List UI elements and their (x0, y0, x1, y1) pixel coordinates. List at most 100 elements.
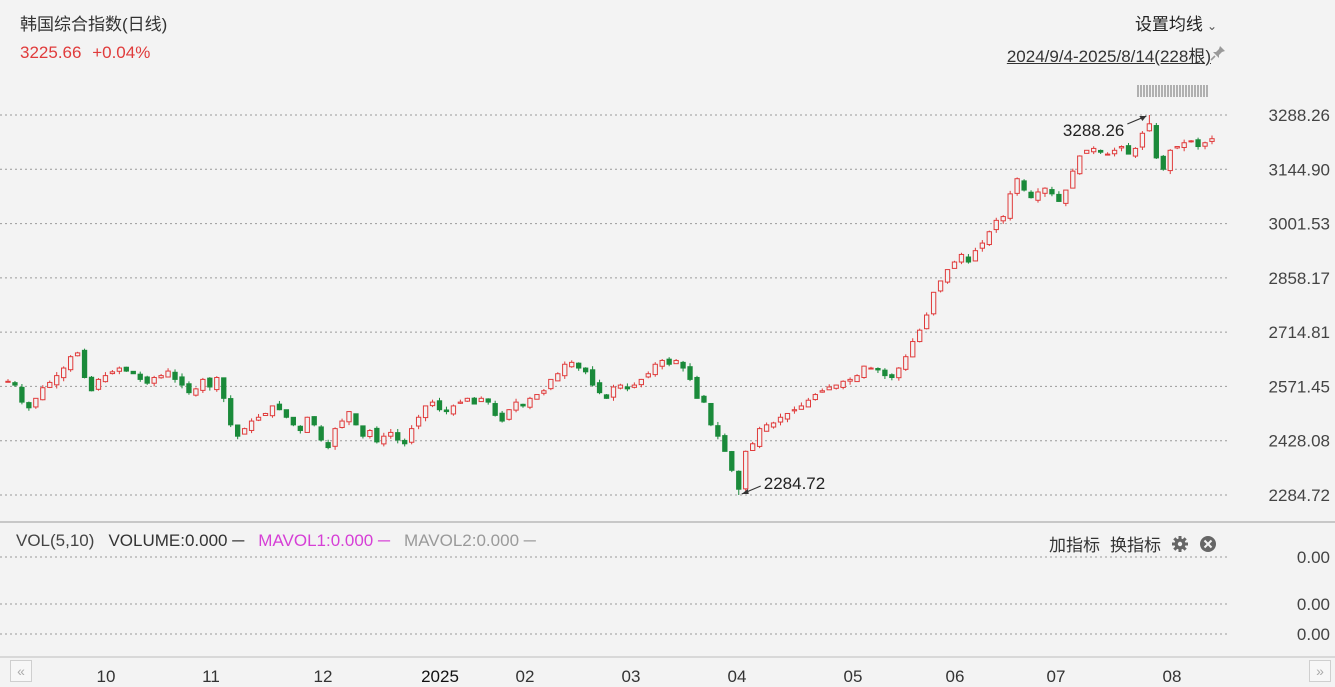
candle (311, 416, 317, 427)
candle (722, 433, 728, 452)
candle (200, 377, 206, 393)
candle (235, 424, 241, 440)
y-tick-label: 3144.90 (1269, 160, 1330, 179)
candle (506, 409, 512, 421)
candle (116, 366, 123, 375)
x-tick-label: 02 (516, 667, 535, 686)
candle (339, 418, 345, 429)
candle (429, 399, 436, 408)
candle (589, 366, 596, 387)
candle (221, 377, 227, 403)
candle (12, 380, 18, 388)
add-indicator-button[interactable]: 加指标 (1049, 536, 1100, 555)
candle (478, 396, 484, 403)
x-tick-label: 11 (202, 667, 220, 686)
candle (1181, 139, 1187, 152)
mini-bar (1182, 85, 1184, 97)
candle (694, 375, 700, 399)
x-tick-label: 06 (946, 667, 965, 686)
candle (276, 400, 283, 411)
mini-bar (1158, 85, 1160, 97)
x-tick-label: 12 (314, 667, 333, 686)
mini-bar (1146, 85, 1148, 97)
candle (1070, 168, 1076, 189)
candle (854, 374, 860, 383)
min-arrowhead (741, 489, 749, 494)
max-value-label: 3288.26 (1063, 121, 1124, 140)
candle (889, 373, 895, 381)
candle (318, 425, 324, 442)
candle (81, 348, 88, 379)
candle (360, 425, 366, 439)
candle (214, 376, 220, 392)
candle (562, 361, 568, 379)
candle (492, 400, 498, 417)
candle (576, 362, 582, 371)
volume-value: VOLUME:0.000 ─ (108, 531, 245, 550)
candle (172, 369, 178, 383)
candle (1063, 189, 1069, 207)
candle (840, 380, 846, 390)
candle (304, 416, 310, 433)
mini-bar (1188, 85, 1190, 97)
candle (1195, 137, 1201, 150)
x-tick-label: 08 (1163, 667, 1182, 686)
candle (297, 425, 303, 434)
candle (736, 470, 742, 495)
candle (283, 409, 290, 419)
price-summary: 3225.66 +0.04% (20, 43, 156, 63)
scroll-left-button[interactable]: « (10, 660, 32, 682)
max-arrowhead (1139, 116, 1147, 121)
candle (102, 372, 109, 383)
candle (290, 416, 296, 427)
candle (1035, 188, 1041, 203)
candle (269, 405, 276, 418)
switch-indicator-button[interactable]: 换指标 (1110, 536, 1161, 555)
candle (680, 360, 686, 372)
candle (1139, 131, 1146, 150)
ma-setting-button[interactable]: 设置均线 ⌄ (1135, 10, 1217, 35)
candle (833, 384, 839, 390)
candle (610, 384, 617, 401)
candle (95, 378, 102, 391)
candle (74, 351, 81, 357)
mini-bar (1179, 85, 1181, 97)
candle (763, 422, 770, 432)
close-icon[interactable] (1199, 535, 1217, 553)
gear-icon[interactable] (1171, 535, 1189, 553)
candle (1167, 149, 1173, 175)
candle (19, 383, 25, 405)
candle (1042, 187, 1048, 197)
mini-bar (1140, 85, 1142, 97)
min-value-label: 2284.72 (764, 474, 825, 493)
candle (937, 280, 944, 293)
x-tick-label: 2025 (421, 667, 459, 686)
candle (54, 372, 60, 389)
candle (241, 427, 248, 435)
candle (819, 388, 825, 393)
mini-bar (1200, 85, 1202, 97)
candle (986, 230, 992, 246)
candle (861, 365, 867, 379)
candle (617, 383, 624, 390)
y-tick-label: 3288.26 (1269, 106, 1330, 125)
candle (548, 378, 554, 391)
candle (582, 367, 589, 375)
candle (951, 260, 958, 269)
scroll-right-button[interactable]: » (1309, 660, 1331, 682)
y-tick-label: 2428.08 (1269, 432, 1330, 451)
volume-tick-label: 0.00 (1297, 625, 1330, 644)
candle (1049, 186, 1055, 197)
candle (1000, 215, 1006, 224)
pin-icon[interactable] (1209, 44, 1227, 62)
candle (1021, 179, 1027, 192)
date-range-link[interactable]: 2024/9/4-2025/8/14(228根) (1006, 47, 1211, 66)
candle (332, 427, 338, 450)
candle (415, 414, 422, 430)
candle (367, 429, 373, 439)
last-price: 3225.66 (20, 43, 82, 62)
candle (67, 355, 74, 372)
candle (1160, 155, 1166, 171)
chevron-down-icon: ⌄ (1206, 19, 1217, 33)
